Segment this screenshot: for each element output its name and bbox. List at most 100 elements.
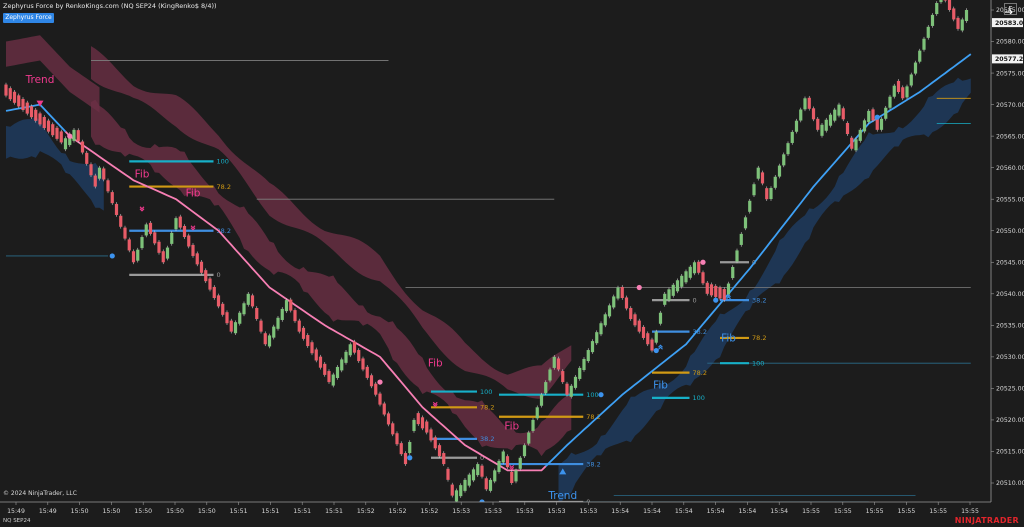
bear-brick <box>323 363 327 375</box>
bull-brick <box>654 331 658 343</box>
bear-brick <box>442 453 446 465</box>
indicator-button[interactable]: Zephyrus Force <box>3 13 54 23</box>
panel-toggle-button[interactable]: F <box>1004 3 1017 15</box>
fib-chevron-icon <box>509 464 515 471</box>
bear-brick <box>153 232 157 244</box>
bull-brick <box>531 419 535 431</box>
bull-brick <box>888 96 892 108</box>
bull-brick <box>408 442 412 454</box>
y-tick-label: 20570.00 <box>996 102 1024 109</box>
x-tick-label: 15:52 <box>357 508 375 515</box>
bear-brick <box>403 453 408 465</box>
swing-dot <box>377 379 383 385</box>
bear-brick <box>25 102 29 114</box>
bear-brick <box>4 84 8 96</box>
bear-brick <box>195 253 199 265</box>
bull-brick <box>692 262 697 274</box>
x-tick-label: 15:55 <box>866 508 884 515</box>
bull-brick <box>930 14 935 26</box>
bear-brick <box>637 320 641 332</box>
bear-brick <box>425 421 429 433</box>
bull-brick <box>497 460 501 472</box>
swing-dot <box>636 284 642 291</box>
bull-brick <box>578 367 582 379</box>
bear-brick <box>318 356 323 368</box>
bull-brick <box>667 289 671 301</box>
bull-brick <box>535 407 539 419</box>
bull-brick <box>97 167 102 179</box>
arrow-right-icon[interactable]: → <box>1002 5 1014 19</box>
bear-brick <box>386 413 391 425</box>
bull-brick <box>663 293 667 305</box>
x-tick-label: 15:53 <box>548 508 566 515</box>
bear-brick <box>229 320 233 332</box>
bear-brick <box>361 358 365 370</box>
bull-brick <box>837 104 841 116</box>
bull-brick <box>527 432 531 444</box>
swing-dot <box>653 347 659 354</box>
bear-brick <box>208 278 212 290</box>
bull-brick <box>344 351 348 363</box>
bull-brick <box>165 247 170 259</box>
bear-brick <box>437 445 442 457</box>
x-tick-label: 15:50 <box>166 508 184 515</box>
x-tick-label: 15:55 <box>802 508 820 515</box>
bull-brick <box>786 143 790 155</box>
fib-level-label: 38.2 <box>586 460 600 468</box>
price-marker-label: 20583.00 <box>995 20 1024 27</box>
bear-brick <box>59 131 63 143</box>
bull-brick <box>684 271 688 283</box>
bull-brick <box>582 358 586 371</box>
fib-level-label: 100 <box>693 394 705 402</box>
bull-brick <box>731 266 735 279</box>
bear-brick <box>119 215 123 227</box>
bear-brick <box>365 366 369 378</box>
y-tick-label: 20575.00 <box>996 70 1024 77</box>
bear-brick <box>314 349 318 361</box>
swing-dots <box>67 114 880 502</box>
fib-chevron-icon <box>139 206 145 212</box>
bear-brick <box>191 244 195 256</box>
bear-brick <box>850 137 854 149</box>
x-tick-label: 15:52 <box>420 508 438 515</box>
bull-brick <box>170 232 174 244</box>
swing-dot <box>713 297 719 303</box>
fib-level-label: 0 <box>693 296 697 304</box>
bull-brick <box>140 237 144 249</box>
bull-brick <box>501 451 505 463</box>
bull-brick <box>616 287 620 299</box>
bear-brick <box>378 393 382 405</box>
bear-brick <box>718 287 722 299</box>
bull-brick <box>675 280 680 292</box>
bull-brick <box>918 50 922 62</box>
bear-brick <box>947 0 952 11</box>
bull-brick <box>777 165 782 177</box>
y-tick-label: 20525.00 <box>996 386 1024 393</box>
bull-brick <box>671 284 675 296</box>
x-tick-label: 15:54 <box>643 508 661 515</box>
x-tick-label: 15:54 <box>707 508 725 515</box>
bull-brick <box>522 445 527 457</box>
x-tick-label: 15:51 <box>325 508 343 515</box>
bull-brick <box>790 131 794 143</box>
bull-brick <box>463 479 467 491</box>
bull-brick <box>828 114 833 126</box>
bear-brick <box>93 175 97 187</box>
x-tick-label: 15:53 <box>452 508 470 515</box>
x-tick-label: 15:54 <box>738 508 756 515</box>
bull-brick <box>743 217 748 229</box>
bear-brick <box>701 272 705 284</box>
bull-brick <box>272 326 276 338</box>
fib-level-label: 0 <box>217 271 221 279</box>
fib-level-label: 78.2 <box>752 334 766 342</box>
bear-brick <box>646 333 650 345</box>
chart-title: Zephyrus Force by RenkoKings.com (NQ SEP… <box>3 2 217 10</box>
trend-arrow-icon <box>559 468 567 475</box>
bull-brick <box>824 119 828 131</box>
bear-brick <box>875 118 879 130</box>
y-tick-label: 20535.00 <box>996 323 1024 330</box>
swing-dot <box>598 392 604 398</box>
bear-brick <box>216 295 221 307</box>
x-tick-label: 15:55 <box>961 508 979 515</box>
